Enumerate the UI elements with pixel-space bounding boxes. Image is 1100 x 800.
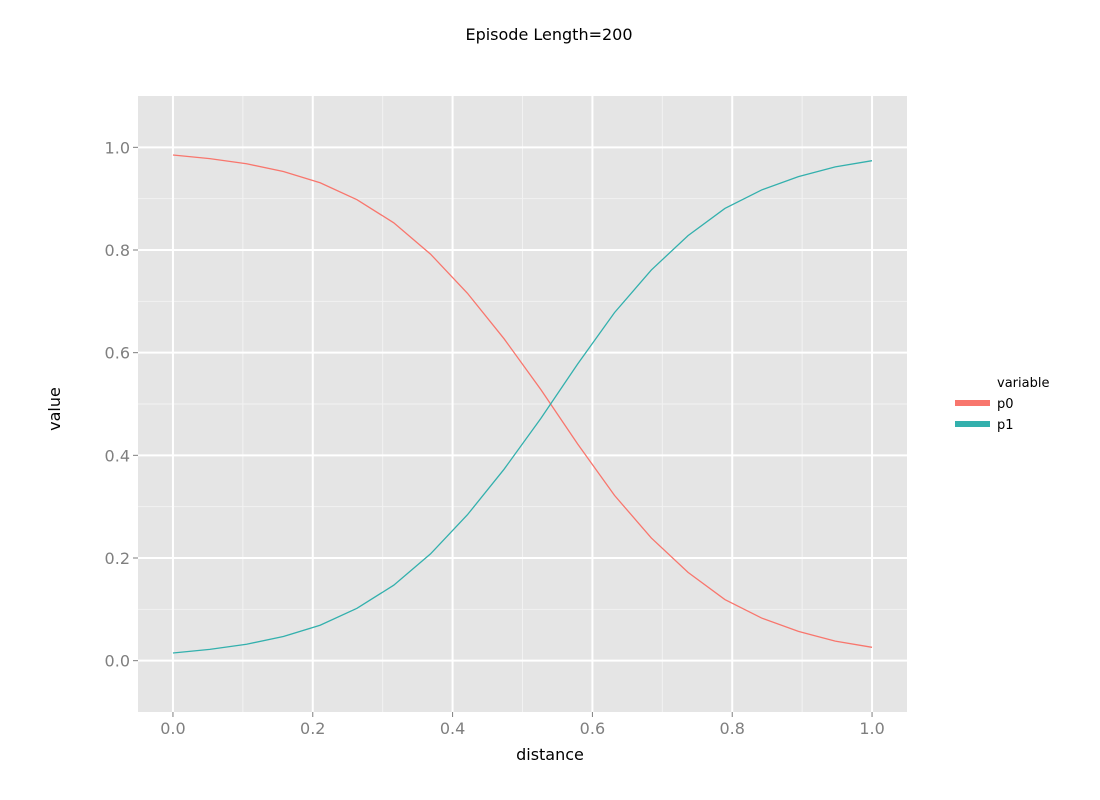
y-axis-ticks: 0.0 0.2 0.4 0.6 0.8 1.0 — [105, 138, 138, 671]
series-lines — [172, 154, 873, 654]
x-tick-label: 0.2 — [300, 719, 325, 738]
x-axis-ticks: 0.0 0.2 0.4 0.6 0.8 1.0 — [160, 712, 885, 738]
legend-key-p0 — [955, 400, 990, 406]
legend-label-p0: p0 — [997, 397, 1014, 412]
x-tick-label: 0.6 — [580, 719, 605, 738]
grid-major — [138, 96, 907, 712]
legend-key-p1 — [955, 421, 990, 427]
y-tick-label: 0.4 — [105, 446, 130, 465]
series-line-p0 — [172, 154, 873, 648]
x-tick-label: 0.0 — [160, 719, 185, 738]
y-tick-label: 0.6 — [105, 344, 130, 363]
series-line-p1 — [172, 160, 873, 654]
y-tick-label: 0.2 — [105, 549, 130, 568]
legend-title: variable — [997, 376, 1049, 391]
y-tick-label: 1.0 — [105, 138, 130, 157]
x-tick-label: 0.8 — [720, 719, 745, 738]
x-axis-label: distance — [516, 745, 584, 764]
y-axis-label: value — [45, 387, 64, 431]
y-tick-label: 0.0 — [105, 652, 130, 671]
chart-title: Episode Length=200 — [465, 25, 632, 44]
y-tick-label: 0.8 — [105, 241, 130, 260]
legend-label-p1: p1 — [997, 418, 1014, 433]
x-tick-label: 0.4 — [440, 719, 465, 738]
x-tick-label: 1.0 — [859, 719, 884, 738]
grid-minor — [138, 96, 907, 712]
